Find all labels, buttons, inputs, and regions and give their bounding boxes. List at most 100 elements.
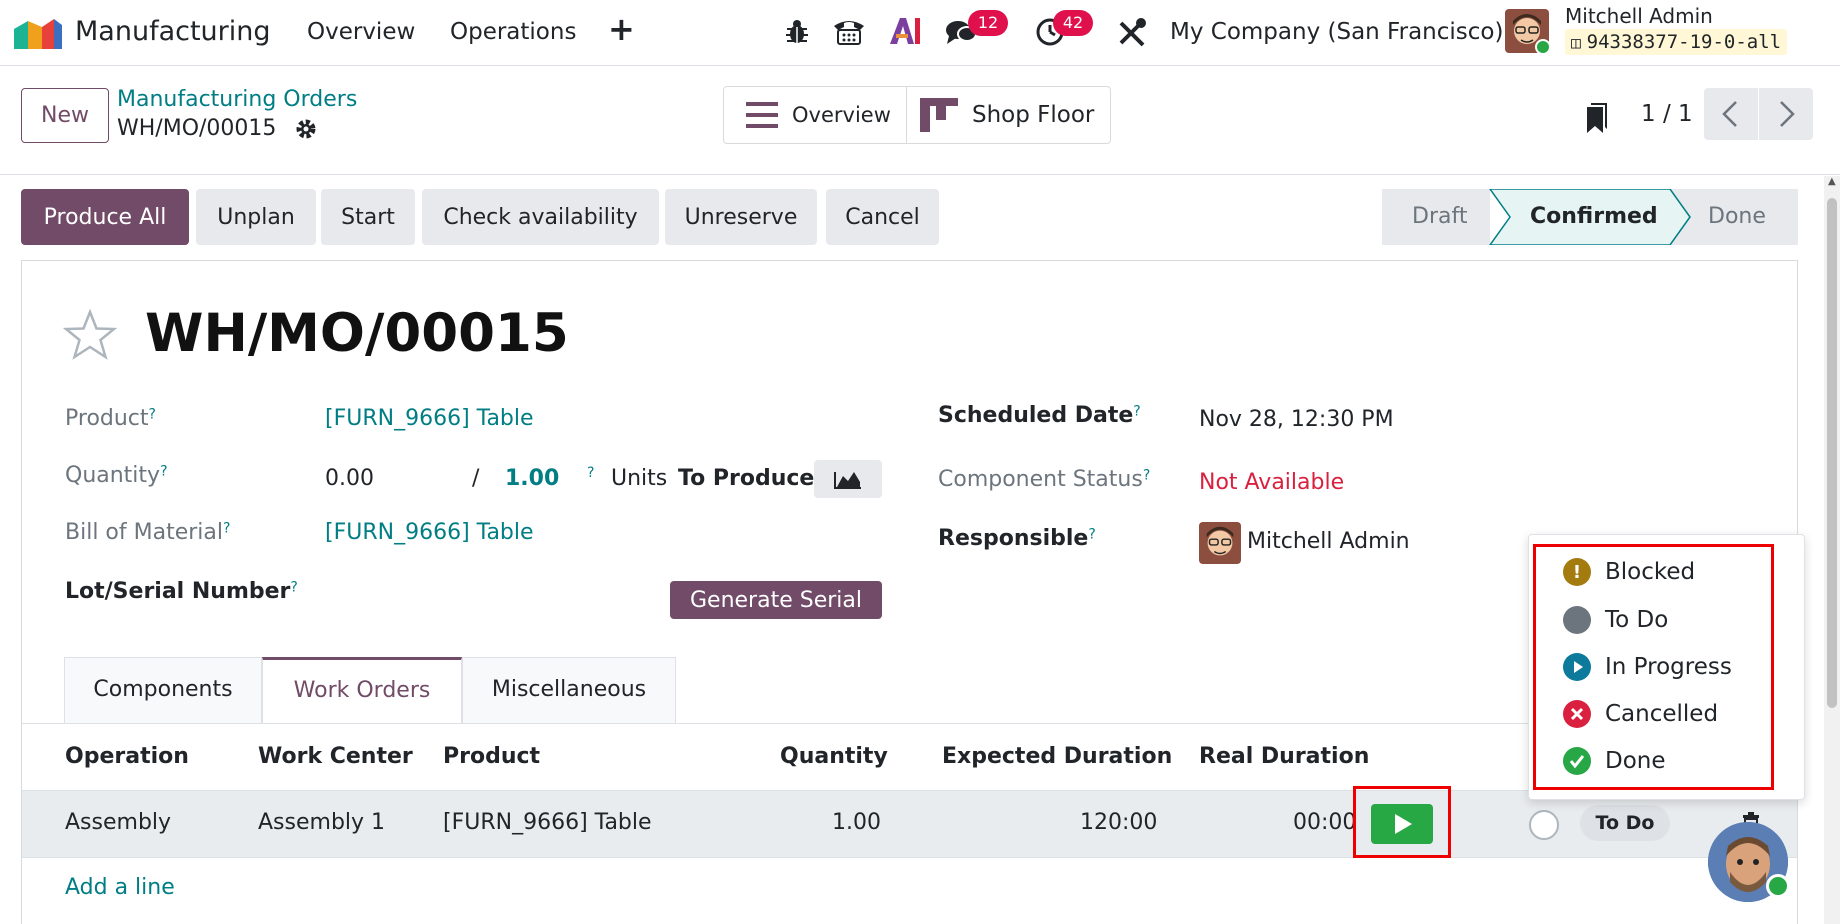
product-value[interactable]: [FURN_9666] Table xyxy=(325,406,534,431)
scheduled-date-label: Scheduled Date? xyxy=(938,403,1141,428)
database-name: 94338377-19-0-all xyxy=(1586,31,1782,53)
responsible-avatar[interactable] xyxy=(1199,522,1241,564)
phone-icon[interactable] xyxy=(832,16,866,46)
gear-icon[interactable] xyxy=(295,118,317,140)
cancel-button[interactable]: Cancel xyxy=(826,189,939,245)
lot-serial-help-icon[interactable]: ? xyxy=(290,579,298,596)
quantity-help-icon[interactable]: ? xyxy=(160,463,168,480)
debug-bug-icon[interactable] xyxy=(785,19,809,45)
menu-overview[interactable]: Overview xyxy=(307,19,416,45)
col-product[interactable]: Product xyxy=(443,744,541,769)
to-produce-label: To Produce xyxy=(678,466,815,491)
scrollbar-thumb[interactable] xyxy=(1827,198,1837,708)
bom-value[interactable]: [FURN_9666] Table xyxy=(325,520,534,545)
dropdown-item-cancelled[interactable]: Cancelled xyxy=(1563,694,1718,734)
tab-miscellaneous[interactable]: Miscellaneous xyxy=(462,657,676,723)
shop-floor-label: Shop Floor xyxy=(972,102,1095,128)
pager-previous-button[interactable] xyxy=(1704,88,1758,140)
col-real-duration[interactable]: Real Duration xyxy=(1199,744,1370,769)
tab-work-orders[interactable]: Work Orders xyxy=(262,657,462,724)
form-sheet: WH/MO/00015 Product? [FURN_9666] Table Q… xyxy=(21,260,1798,924)
favorite-star-icon[interactable] xyxy=(63,309,117,361)
row-operation: Assembly xyxy=(65,810,172,835)
generate-serial-button[interactable]: Generate Serial xyxy=(670,581,882,619)
row-quantity: 1.00 xyxy=(832,810,881,835)
company-switcher[interactable]: My Company (San Francisco) xyxy=(1170,19,1504,45)
unplan-button[interactable]: Unplan xyxy=(196,189,316,245)
bom-help-icon[interactable]: ? xyxy=(223,520,231,537)
user-name[interactable]: Mitchell Admin xyxy=(1565,4,1713,28)
overview-view-button[interactable]: Overview xyxy=(724,87,907,143)
quantity-total-help-icon[interactable]: ? xyxy=(587,465,595,481)
activities-badge: 42 xyxy=(1053,10,1093,36)
unreserve-button[interactable]: Unreserve xyxy=(665,189,817,245)
shop-floor-icon xyxy=(920,98,958,132)
shop-floor-button[interactable]: Shop Floor xyxy=(908,87,1110,143)
dropdown-item-in-progress[interactable]: In Progress xyxy=(1563,647,1732,687)
ai-icon[interactable] xyxy=(888,16,922,46)
dropdown-item-todo[interactable]: To Do xyxy=(1563,600,1668,640)
messages-icon[interactable] xyxy=(945,18,977,46)
breadcrumb-manufacturing-orders[interactable]: Manufacturing Orders xyxy=(117,87,358,112)
status-done[interactable]: Done xyxy=(1708,204,1766,229)
app-name[interactable]: Manufacturing xyxy=(75,16,271,47)
database-icon: ◫ xyxy=(1571,32,1581,52)
breadcrumb-current: WH/MO/00015 xyxy=(117,116,277,141)
play-icon xyxy=(1395,814,1412,834)
cancelled-x-icon xyxy=(1563,700,1591,728)
quantity-total-field[interactable]: 1.00 xyxy=(505,466,560,491)
tools-icon[interactable] xyxy=(1117,17,1147,47)
dropdown-item-done[interactable]: Done xyxy=(1563,741,1666,781)
quantity-produced-field[interactable]: 0.00 xyxy=(325,466,374,491)
col-operation[interactable]: Operation xyxy=(65,744,189,769)
bom-label: Bill of Material? xyxy=(65,520,231,545)
blocked-icon: ! xyxy=(1563,558,1591,586)
pager-value[interactable]: 1 / 1 xyxy=(1641,101,1693,127)
pager-next-button[interactable] xyxy=(1759,88,1813,140)
col-work-center[interactable]: Work Center xyxy=(258,744,413,769)
quantity-separator: / xyxy=(472,466,480,491)
lot-serial-label: Lot/Serial Number? xyxy=(65,579,298,604)
new-button[interactable]: New xyxy=(21,88,109,143)
status-bar: Draft Confirmed Done xyxy=(1382,189,1798,245)
status-draft[interactable]: Draft xyxy=(1412,204,1468,229)
add-a-line-link[interactable]: Add a line xyxy=(65,875,175,900)
dropdown-item-blocked[interactable]: ! Blocked xyxy=(1563,552,1695,592)
record-title: WH/MO/00015 xyxy=(145,303,569,364)
row-status-badge[interactable]: To Do xyxy=(1580,805,1670,841)
forecast-chart-button[interactable] xyxy=(814,460,882,498)
check-availability-button[interactable]: Check availability xyxy=(422,189,659,245)
overview-view-label: Overview xyxy=(792,103,891,127)
product-label: Product? xyxy=(65,406,156,431)
manufacturing-logo-icon[interactable] xyxy=(14,15,62,49)
responsible-value[interactable]: Mitchell Admin xyxy=(1247,529,1410,554)
status-confirmed[interactable]: Confirmed xyxy=(1530,204,1658,229)
menu-operations[interactable]: Operations xyxy=(450,19,577,45)
in-progress-play-icon xyxy=(1563,653,1591,681)
responsible-help-icon[interactable]: ? xyxy=(1088,526,1096,543)
area-chart-icon xyxy=(834,472,861,489)
start-workorder-button[interactable] xyxy=(1371,804,1433,844)
component-status-help-icon[interactable]: ? xyxy=(1142,467,1151,484)
table-row[interactable]: Assembly Assembly 1 [FURN_9666] Table 1.… xyxy=(22,786,1797,858)
scrollbar[interactable]: ▲ xyxy=(1824,176,1840,924)
todo-icon xyxy=(1563,606,1591,634)
top-navbar: Manufacturing Overview Operations + xyxy=(0,0,1840,66)
start-button[interactable]: Start xyxy=(321,189,415,245)
bookmark-icon[interactable] xyxy=(1583,101,1609,135)
tab-components[interactable]: Components xyxy=(64,657,262,723)
col-expected-duration[interactable]: Expected Duration xyxy=(942,744,1173,769)
database-tag: ◫ 94338377-19-0-all xyxy=(1565,29,1788,55)
responsible-label: Responsible? xyxy=(938,526,1096,551)
col-quantity[interactable]: Quantity xyxy=(780,744,888,769)
row-status-circle-icon[interactable] xyxy=(1529,810,1559,840)
scheduled-date-help-icon[interactable]: ? xyxy=(1133,403,1141,420)
produce-all-button[interactable]: Produce All xyxy=(21,189,189,245)
scroll-up-icon[interactable]: ▲ xyxy=(1828,176,1836,187)
units-label: Units xyxy=(611,466,668,491)
scheduled-date-value[interactable]: Nov 28, 12:30 PM xyxy=(1199,407,1394,432)
menu-add-icon[interactable]: + xyxy=(608,10,635,48)
user-avatar[interactable] xyxy=(1505,9,1551,55)
messages-badge: 12 xyxy=(968,10,1008,36)
product-help-icon[interactable]: ? xyxy=(148,406,156,423)
